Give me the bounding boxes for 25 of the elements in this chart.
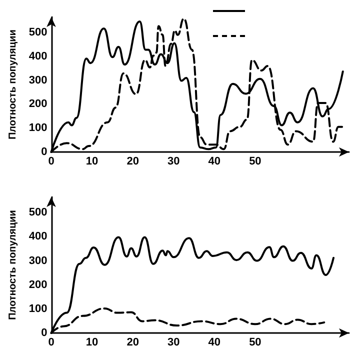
y-tick-label: 0 — [41, 327, 48, 339]
y-tick-label: 400 — [28, 50, 48, 62]
y-tick-label: 500 — [28, 206, 48, 219]
x-tick-label: 50 — [249, 156, 262, 168]
x-tick-label: 20 — [126, 156, 139, 168]
x-tick-label: 10 — [86, 156, 98, 168]
y-axis-title: Плотность популяции — [8, 30, 18, 140]
x-tick-label: 30 — [167, 336, 180, 348]
y-tick-label: 200 — [28, 98, 48, 110]
x-tick-label: 40 — [208, 156, 221, 168]
y-tick-label: 0 — [41, 146, 48, 158]
x-tick-label: 10 — [86, 336, 98, 348]
y-tick-label: 300 — [28, 254, 48, 267]
x-tick-label: 20 — [126, 336, 139, 348]
y-tick-label: 300 — [28, 74, 48, 86]
y-tick-label: 100 — [28, 122, 48, 134]
y-axis-title: Плотность популяции — [8, 210, 18, 320]
x-tick-label: 50 — [249, 336, 262, 348]
x-tick-label: 30 — [167, 156, 180, 168]
x-tick-label: 40 — [208, 336, 221, 348]
x-tick-label: 0 — [48, 336, 54, 348]
y-tick-label: 100 — [28, 302, 48, 315]
y-tick-label: 200 — [28, 278, 48, 291]
y-tick-label: 400 — [28, 230, 48, 243]
y-tick-label: 500 — [28, 26, 48, 39]
